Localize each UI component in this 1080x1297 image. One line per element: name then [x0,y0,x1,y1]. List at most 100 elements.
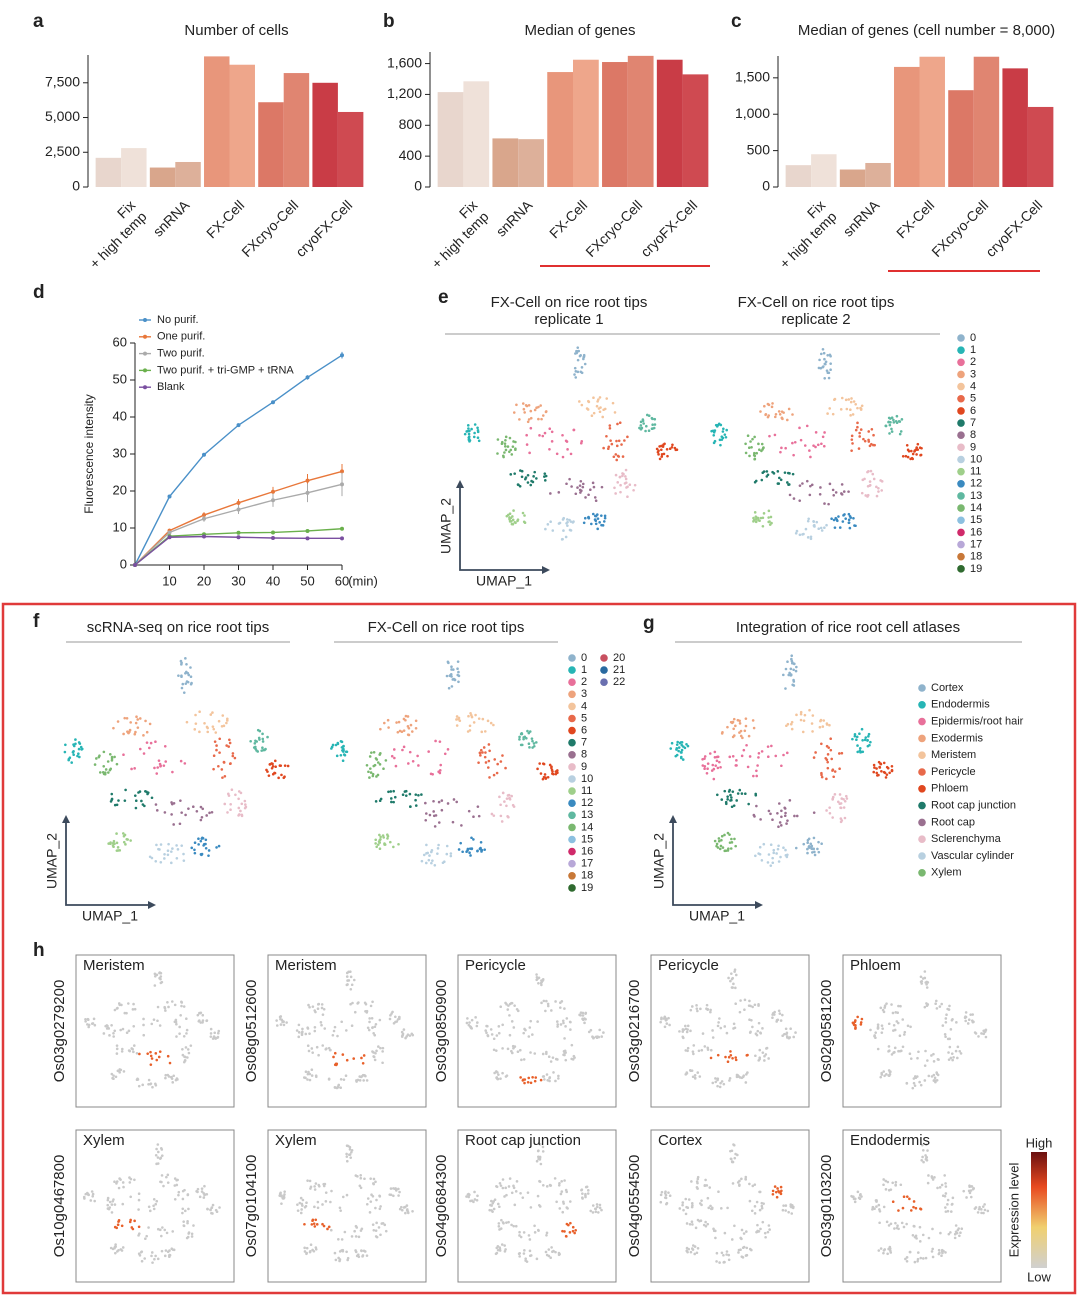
umap-point [551,1250,554,1254]
umap-point [731,1182,735,1185]
umap-point [297,1035,301,1039]
umap-point [329,1200,332,1204]
umap-point [407,762,410,765]
umap-point [833,793,837,796]
umap-point [668,1194,672,1197]
umap-point [106,1207,110,1210]
umap-point [500,442,504,446]
umap-point [541,1150,545,1153]
umap-point [537,976,541,980]
umap-point [337,1238,340,1241]
umap-point [844,398,848,402]
umap-point [592,411,596,415]
umap-point [527,404,531,407]
umap-point [558,1182,561,1185]
umap-point [204,846,208,850]
umap-point [847,518,851,522]
umap-point [983,1203,986,1206]
umap-point [665,1202,668,1206]
umap-point [376,761,380,764]
data-point [340,526,344,531]
umap-point [926,1181,930,1185]
umap-point [743,729,747,733]
umap-point [543,472,547,475]
umap-point [859,408,863,411]
umap-point [360,1249,363,1252]
umap-point [812,811,816,814]
umap-point [730,972,733,975]
umap-point [152,1207,156,1211]
legend-label: Exodermis [931,732,983,744]
umap-point [807,845,811,848]
umap-point [313,1025,317,1029]
umap-point [122,1185,125,1189]
umap-point [779,450,782,454]
umap-point [944,1192,948,1195]
umap-point [338,1206,342,1210]
umap-point [93,1199,96,1203]
umap-point [350,983,354,987]
umap-point [112,1031,115,1035]
umap-point [830,517,833,521]
umap-point [779,824,783,827]
umap-point [665,1022,669,1025]
umap-point [753,480,757,484]
umap-point [771,1192,775,1196]
umap-point [519,1076,522,1079]
umap-point [954,1230,958,1234]
umap-point [406,733,410,736]
umap-point [825,809,828,812]
umap-point [533,470,537,474]
umap-point [384,759,388,762]
umap-point [508,1177,512,1180]
legend-label: 21 [613,664,625,676]
umap-point [597,398,600,401]
umap-point [499,1184,503,1187]
umap-point [137,1198,141,1202]
umap-point [880,1024,884,1027]
umap-point [208,811,211,815]
umap-point [715,844,718,848]
umap-point [836,519,839,523]
umap-point [371,1223,375,1226]
umap-point [168,1255,171,1259]
legend-dot [918,818,926,827]
umap-point [801,730,805,734]
umap-point [748,999,751,1003]
umap-point [770,744,773,748]
umap-point [568,1200,572,1203]
umap-point [112,1198,115,1201]
umap-point [860,1017,864,1021]
umap-point [202,1196,206,1199]
umap-point [741,1256,745,1259]
umap-point [888,432,891,435]
umap-point [814,431,818,434]
umap-point [353,1229,356,1233]
umap-point [767,853,771,856]
umap-point [98,771,102,774]
umap-point [785,1032,788,1036]
umap-point [655,447,659,451]
umap-point [839,820,843,824]
umap-point [947,1058,951,1061]
umap-point [482,746,486,749]
umap-point [364,1009,367,1013]
legend-label: 9 [581,761,587,773]
umap-point [180,686,184,690]
umap-point [684,1027,688,1031]
umap-point [690,1180,693,1183]
umap-point [476,1021,479,1024]
umap-point [408,792,412,796]
umap-point [322,1007,326,1011]
umap-point [583,516,587,520]
umap-point [833,526,837,529]
umap-point [156,1005,160,1009]
umap-point [880,769,883,773]
umap-point [184,671,187,675]
umap-point [133,1007,137,1011]
umap-point [210,1206,214,1210]
bar [627,55,654,187]
feature-title: Endodermis [850,1132,930,1149]
umap-point [311,1248,314,1252]
umap-point [784,811,787,815]
